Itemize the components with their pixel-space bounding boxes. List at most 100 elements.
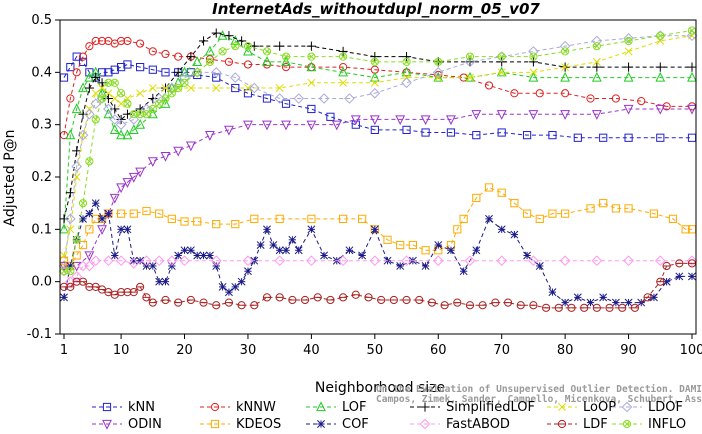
data-point-cof-22 [199, 251, 208, 260]
legend-marker [419, 418, 431, 430]
data-point-inflo-3 [78, 199, 88, 208]
data-point-inflo-28 [339, 52, 348, 61]
data-point-fastabod-22 [496, 255, 508, 267]
data-point-knn-3 [78, 57, 88, 66]
data-point-inflo-27 [307, 52, 316, 61]
legend-marker [316, 401, 326, 412]
data-point-fastabod-21 [464, 255, 476, 267]
data-point-cof-61 [599, 293, 608, 302]
data-point-kdeos-11 [155, 209, 164, 218]
legend-item-odin: ODIN [92, 417, 162, 432]
legend-item-cof: COF [306, 417, 369, 432]
data-point-odin-32 [655, 104, 666, 115]
data-point-simplifiedlof-23 [338, 46, 348, 56]
x-tick-label: 40 [303, 343, 320, 358]
data-point-inflo-22 [218, 47, 227, 56]
legend-item-ldof: LDOF [612, 400, 683, 415]
data-point-ldf-29 [339, 293, 348, 302]
series-line-odin [64, 108, 692, 267]
data-point-cof-20 [186, 246, 195, 255]
data-point-loop-12 [148, 84, 157, 92]
data-point-ldf-22 [250, 301, 259, 310]
legend-item-inflo: INFLO [612, 417, 686, 432]
data-point-cof-67 [675, 272, 684, 281]
data-point-lof-13 [147, 108, 158, 119]
data-point-kdeos-20 [339, 214, 348, 223]
data-point-loop-8 [110, 94, 119, 103]
data-point-kdeos-15 [212, 220, 221, 229]
data-point-ldof-20 [293, 93, 305, 104]
data-point-fastabod-18 [369, 255, 381, 267]
data-point-cof-32 [263, 225, 271, 234]
data-point-odin-22 [369, 115, 380, 126]
data-point-fastabod-12 [179, 255, 190, 267]
data-point-inflo-20 [193, 68, 202, 77]
data-point-knnw-25 [434, 70, 443, 80]
data-point-loop-0 [60, 251, 68, 260]
legend-marker [317, 420, 325, 428]
data-point-odin-27 [496, 110, 507, 120]
data-point-cof-56 [535, 262, 544, 270]
data-point-fastabod-2 [71, 271, 82, 282]
data-point-odin-12 [173, 146, 184, 157]
data-point-odin-3 [97, 225, 107, 236]
x-tick-label: 80 [557, 343, 574, 358]
data-point-inflo-15 [155, 99, 164, 108]
data-point-cof-50 [459, 267, 468, 276]
data-point-lof-36 [655, 71, 666, 82]
data-point-kdeos-33 [497, 188, 506, 197]
data-point-ldf-17 [186, 295, 195, 305]
data-point-lof-8 [109, 124, 120, 134]
data-point-ldof-3 [77, 129, 89, 141]
data-point-cof-16 [161, 277, 170, 286]
data-point-fastabod-10 [153, 255, 165, 267]
data-point-knn-21 [281, 99, 291, 108]
data-point-ldf-54 [656, 277, 665, 286]
series-ldf [59, 259, 697, 312]
series-line-inflo [64, 29, 693, 272]
data-point-cof-5 [91, 199, 100, 208]
x-tick-label: 20 [176, 343, 193, 358]
data-point-kdeos-23 [383, 235, 392, 244]
plot-area [58, 26, 698, 312]
data-point-cof-35 [282, 246, 290, 255]
y-tick-label: 0.5 [31, 13, 52, 28]
data-point-ldf-24 [275, 293, 284, 302]
data-point-kdeos-19 [307, 214, 316, 223]
legend-item-fastabod: FastABOD [410, 417, 510, 432]
data-point-cof-53 [497, 225, 506, 234]
data-point-ldf-36 [427, 298, 437, 307]
data-point-knn-28 [446, 128, 456, 137]
data-point-inflo-38 [656, 31, 665, 40]
data-point-ldf-13 [142, 293, 151, 302]
data-point-ldf-46 [554, 303, 563, 312]
data-point-knnw-5 [91, 36, 100, 46]
data-point-ldf-27 [313, 293, 322, 302]
data-point-knnw-14 [174, 52, 183, 61]
data-point-ldf-19 [212, 301, 221, 310]
data-point-odin-5 [109, 193, 120, 204]
data-point-knnw-30 [561, 89, 570, 98]
data-point-simplifiedlof-21 [275, 41, 285, 51]
data-point-ldf-55 [662, 261, 671, 271]
data-point-inflo-35 [561, 47, 570, 56]
data-point-lof-17 [179, 66, 190, 77]
data-point-lof-7 [103, 108, 114, 119]
series-line-cof [63, 202, 692, 304]
data-point-knn-31 [522, 131, 532, 140]
data-point-ldof-23 [369, 87, 381, 99]
data-point-ldf-31 [364, 293, 373, 302]
x-tick-label: 100 [680, 343, 702, 358]
data-point-knnw-9 [116, 36, 126, 46]
data-point-ldf-15 [161, 295, 170, 305]
data-point-cof-48 [434, 241, 443, 249]
data-point-odin-7 [122, 178, 133, 188]
data-point-lof-34 [591, 71, 602, 82]
x-tick-label: 60 [430, 343, 447, 358]
data-point-lof-11 [128, 124, 139, 134]
data-point-cof-15 [155, 277, 164, 286]
data-point-ldf-1 [66, 282, 75, 291]
data-point-fastabod-9 [141, 255, 152, 267]
data-point-kdeos-29 [453, 225, 462, 234]
data-point-loop-25 [497, 68, 506, 77]
